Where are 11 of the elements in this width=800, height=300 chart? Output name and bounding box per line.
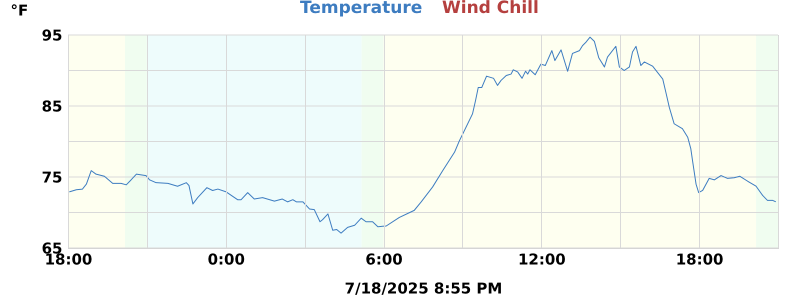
x-tick-label: 6:00 [365, 250, 403, 268]
x-axis-title: 7/18/2025 8:55 PM [344, 280, 502, 298]
x-tick-label: 12:00 [518, 250, 566, 268]
y-axis-title: °F [10, 2, 28, 20]
y-tick-label: 75 [42, 168, 62, 186]
legend-label: Wind Chill [442, 0, 539, 18]
y-tick-label: 85 [42, 98, 62, 116]
text: Temperature [300, 0, 422, 18]
y-tick-label: 95 [42, 26, 62, 44]
x-tick-label: 0:00 [208, 250, 245, 268]
x-tick-label: 18:00 [676, 250, 724, 268]
